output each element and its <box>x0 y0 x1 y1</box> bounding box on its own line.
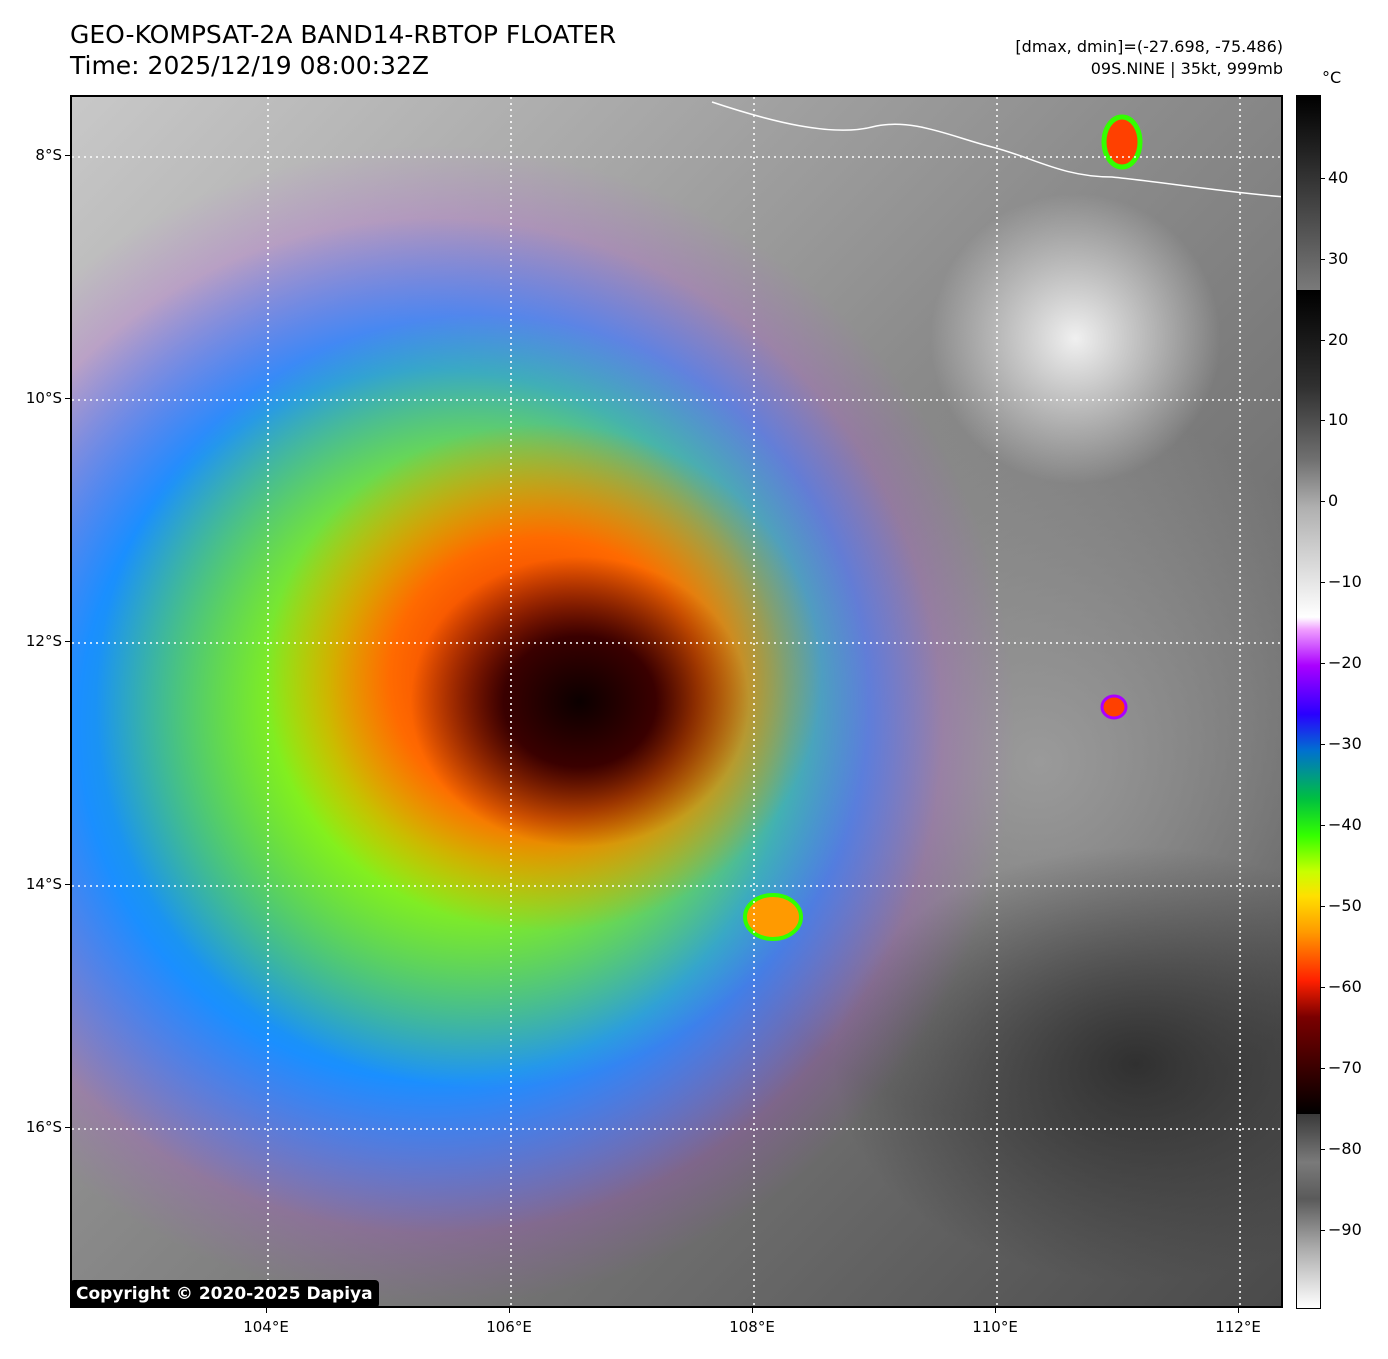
colorbar-tick <box>1321 744 1325 745</box>
colorbar-tick <box>1321 1068 1325 1069</box>
copyright-badge: Copyright © 2020-2025 Dapiya <box>70 1280 379 1308</box>
title-time: Time: 2025/12/19 08:00:32Z <box>70 51 429 80</box>
colorbar-label-m80: −80 <box>1328 1139 1362 1158</box>
lat-label-12s: 12°S <box>25 632 62 650</box>
colorbar-tick <box>1321 663 1325 664</box>
lon-label-112e: 112°E <box>1215 1318 1261 1336</box>
colorbar-label-m20: −20 <box>1328 653 1362 672</box>
colorbar-label-40: 40 <box>1328 168 1349 187</box>
convective-cell <box>1100 694 1128 720</box>
lon-label-110e: 110°E <box>972 1318 1018 1336</box>
colorbar-label-30: 30 <box>1328 249 1349 268</box>
lon-tick <box>266 1308 267 1313</box>
stats-range: [dmax, dmin]=(-27.698, -75.486) <box>1015 37 1283 56</box>
colorbar-label-m40: −40 <box>1328 815 1362 834</box>
colorbar-label-m30: −30 <box>1328 734 1362 753</box>
lat-label-10s: 10°S <box>25 389 62 407</box>
lon-label-104e: 104°E <box>243 1318 289 1336</box>
lat-tick <box>65 398 70 399</box>
colorbar-tick <box>1321 340 1325 341</box>
colorbar-label-0: 0 <box>1328 491 1339 510</box>
colorbar-tick <box>1321 987 1325 988</box>
colorbar-tick <box>1321 1149 1325 1150</box>
colorbar-tick <box>1321 1230 1325 1231</box>
colorbar-tick <box>1321 825 1325 826</box>
lat-label-14s: 14°S <box>25 875 62 893</box>
lon-label-108e: 108°E <box>729 1318 775 1336</box>
title-satellite: GEO-KOMPSAT-2A BAND14-RBTOP FLOATER <box>70 20 617 49</box>
colorbar-label-m70: −70 <box>1328 1058 1362 1077</box>
colorbar-label-m50: −50 <box>1328 896 1362 915</box>
lat-label-8s: 8°S <box>35 146 62 164</box>
coastline <box>711 101 1281 198</box>
lat-tick <box>65 641 70 642</box>
colorbar-label-m60: −60 <box>1328 977 1362 996</box>
storm-info: 09S.NINE | 35kt, 999mb <box>1090 59 1283 78</box>
map-overlay <box>72 97 1281 1306</box>
colorbar-unit: °C <box>1322 68 1342 87</box>
colorbar <box>1296 95 1321 1309</box>
colorbar-label-20: 20 <box>1328 330 1349 349</box>
colorbar-tick <box>1321 178 1325 179</box>
colorbar-label-m10: −10 <box>1328 572 1362 591</box>
convective-cell <box>1101 114 1143 170</box>
colorbar-tick <box>1321 420 1325 421</box>
colorbar-tick <box>1321 501 1325 502</box>
lon-label-106e: 106°E <box>486 1318 532 1336</box>
colorbar-label-m90: −90 <box>1328 1220 1362 1239</box>
colorbar-tick <box>1321 906 1325 907</box>
colorbar-tick <box>1321 259 1325 260</box>
lat-tick <box>65 884 70 885</box>
satellite-imagery-map <box>70 95 1283 1308</box>
lon-tick <box>752 1308 753 1313</box>
colorbar-tick <box>1321 582 1325 583</box>
colorbar-label-10: 10 <box>1328 410 1349 429</box>
lon-tick <box>995 1308 996 1313</box>
lon-tick <box>509 1308 510 1313</box>
convective-cell <box>743 893 803 941</box>
lat-tick <box>65 1127 70 1128</box>
lat-tick <box>65 155 70 156</box>
lat-label-16s: 16°S <box>25 1118 62 1136</box>
lon-tick <box>1238 1308 1239 1313</box>
